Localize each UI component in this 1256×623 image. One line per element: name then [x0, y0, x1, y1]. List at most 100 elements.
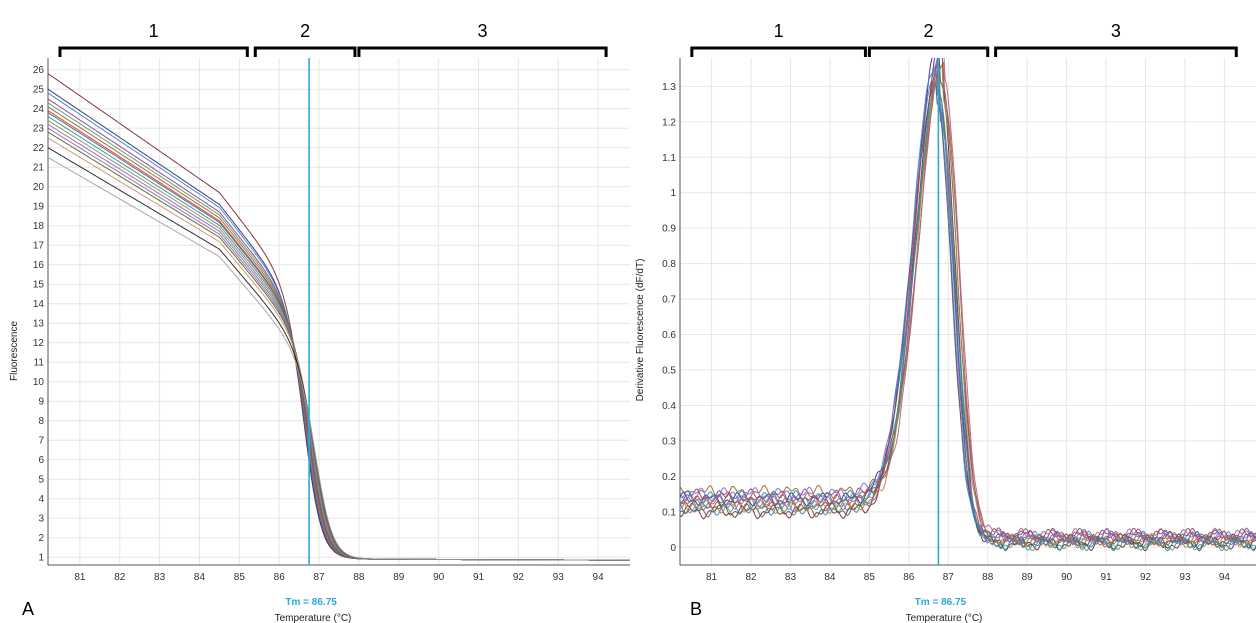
- y-tick-label: 21: [33, 163, 45, 174]
- y-tick-label: 1.1: [662, 153, 676, 164]
- x-tick-label: 92: [1140, 572, 1152, 583]
- y-tick-label: 22: [33, 143, 45, 154]
- y-tick-label: 4: [38, 494, 44, 505]
- y-tick-label: 1: [38, 553, 44, 564]
- y-tick-label: 8: [38, 416, 44, 427]
- series-line: [48, 116, 630, 561]
- y-tick-label: 0.6: [662, 330, 676, 341]
- grid-lines: [48, 58, 630, 565]
- x-tick-label: 84: [824, 572, 836, 583]
- y-tick-label: 0.7: [662, 295, 676, 306]
- y-tick-label: 0.3: [662, 436, 676, 447]
- panel-b-derivative-chart: 81 82 83 84 85 86 87 88 89 90 91 92 93 94 0 0.1 0.2 0.3 0.…: [635, 21, 1256, 623]
- region-bracket: [994, 46, 1238, 57]
- y-tick-label: 19: [33, 202, 45, 213]
- y-tick-label: 24: [33, 104, 45, 115]
- region-bracket: [253, 46, 357, 57]
- y-tick-label: 0.9: [662, 224, 676, 235]
- y-tick-label: 9: [38, 397, 44, 408]
- y-tick-label: 26: [33, 65, 45, 76]
- series-line: [48, 127, 630, 561]
- y-tick-label: 12: [33, 338, 45, 349]
- y-axis-title: Derivative Fluorescence (dF/dT): [635, 259, 646, 402]
- y-tick-label: 7: [38, 436, 44, 447]
- x-tick-label: 89: [393, 572, 405, 583]
- x-tick-label: 87: [314, 572, 326, 583]
- x-tick-label: 90: [433, 572, 445, 583]
- series-line: [48, 110, 630, 561]
- x-tick-label: 81: [706, 572, 718, 583]
- x-tick-label: 86: [274, 572, 286, 583]
- x-tick-label: 92: [513, 572, 525, 583]
- x-tick-label: 84: [194, 572, 206, 583]
- y-tick-label: 15: [33, 280, 45, 291]
- region-bracket: [357, 46, 608, 57]
- series-line: [680, 64, 1256, 549]
- y-tick-label: 3: [38, 514, 44, 525]
- y-tick-label: 10: [33, 377, 45, 388]
- region-label: 1: [149, 21, 159, 41]
- region-label: 1: [774, 21, 784, 41]
- y-tick-label: 25: [33, 85, 45, 96]
- x-axis-title: Temperature (°C): [275, 613, 352, 623]
- x-tick-label: 88: [982, 572, 994, 583]
- y-tick-label: 0.5: [662, 366, 676, 377]
- curve-group: [680, 58, 1256, 552]
- region-bracket: [690, 46, 867, 57]
- series-line: [48, 131, 630, 561]
- series-line: [680, 58, 1256, 543]
- panel-letter-b: B: [690, 599, 702, 619]
- series-line: [680, 60, 1256, 549]
- y-tick-label: 0.2: [662, 472, 676, 483]
- x-tick-label: 88: [353, 572, 365, 583]
- panel-letter-a: A: [22, 599, 34, 619]
- series-line: [680, 58, 1256, 546]
- y-axis-title: Fluorescence: [9, 321, 20, 381]
- series-line: [48, 112, 630, 561]
- series-line: [48, 73, 630, 561]
- series-line: [48, 137, 630, 561]
- y-tick-label: 0.4: [662, 401, 676, 412]
- series-line: [680, 70, 1256, 552]
- x-tick-label: 94: [1219, 572, 1231, 583]
- y-tick-label: 0.1: [662, 507, 676, 518]
- y-tick-label: 1: [670, 188, 676, 199]
- series-line: [680, 58, 1256, 543]
- region-label: 3: [477, 21, 487, 41]
- x-tick-label: 91: [1101, 572, 1113, 583]
- x-tick-label: 85: [234, 572, 246, 583]
- x-tick-label: 91: [473, 572, 485, 583]
- region-bracket: [58, 46, 249, 57]
- y-tick-label: 23: [33, 124, 45, 135]
- y-tick-label: 14: [33, 299, 45, 310]
- x-tick-label: 93: [553, 572, 565, 583]
- series-line: [680, 81, 1256, 543]
- y-tick-label: 16: [33, 260, 45, 271]
- x-tick-label: 94: [593, 572, 605, 583]
- x-tick-label: 82: [114, 572, 126, 583]
- x-axis-title: Temperature (°C): [906, 613, 983, 623]
- y-tick-label: 1.3: [662, 82, 676, 93]
- y-tick-label: 5: [38, 475, 44, 486]
- panel-a-fluorescence-chart: 81 82 83 84 85 86 87 88 89 90 91 92 93 94123456789101…: [9, 21, 630, 623]
- region-label: 2: [924, 21, 934, 41]
- x-tick-label: 90: [1061, 572, 1073, 583]
- curve-group: [48, 73, 630, 561]
- y-tick-label: 11: [34, 358, 45, 369]
- region-label: 3: [1111, 21, 1121, 41]
- x-tick-label: 86: [903, 572, 915, 583]
- x-tick-label: 83: [154, 572, 166, 583]
- y-tick-label: 18: [33, 221, 45, 232]
- y-tick-label: 13: [33, 319, 45, 330]
- x-tick-label: 85: [864, 572, 876, 583]
- x-tick-label: 83: [785, 572, 797, 583]
- tm-label: Tm = 86.75: [285, 597, 337, 608]
- x-tick-label: 82: [745, 572, 757, 583]
- y-tick-label: 1.2: [662, 117, 676, 128]
- tm-label: Tm = 86.75: [915, 597, 967, 608]
- x-tick-label: 93: [1179, 572, 1191, 583]
- x-tick-label: 81: [74, 572, 86, 583]
- region-label: 2: [300, 21, 310, 41]
- y-tick-label: 0: [670, 543, 676, 554]
